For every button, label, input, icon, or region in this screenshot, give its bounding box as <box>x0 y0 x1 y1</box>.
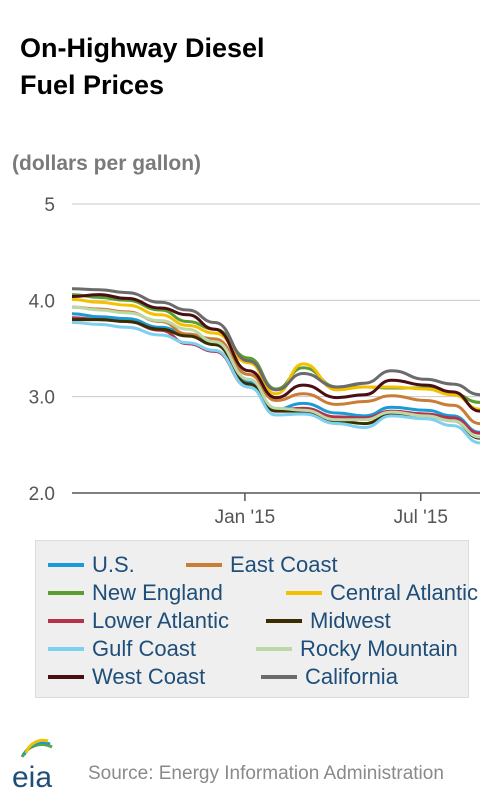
chart-title: On-Highway Diesel Fuel Prices <box>20 30 400 104</box>
x-tick-label: Jul '15 <box>394 507 448 528</box>
y-tick-label: 3.0 <box>29 388 55 409</box>
y-axis-unit-label: (dollars per gallon) <box>12 152 202 175</box>
legend-swatch <box>48 563 84 567</box>
y-tick-label: 5 <box>44 195 55 216</box>
line-chart: 5 4.0 3.0 2.0 Jan '15 Jul '15 <box>29 195 481 528</box>
axis-layer: 5 4.0 3.0 2.0 Jan '15 Jul '15 <box>29 195 448 528</box>
y-tick-label: 4.0 <box>29 291 55 312</box>
legend-item: East Coast <box>186 551 338 579</box>
legend-label: Lower Atlantic <box>92 608 229 633</box>
legend-swatch <box>266 619 302 623</box>
legend-swatch <box>286 591 322 595</box>
legend-item: Central Atlantic <box>286 579 478 607</box>
legend-item: U.S. <box>48 551 135 579</box>
legend-label: New England <box>92 580 223 605</box>
y-tick-label: 2.0 <box>29 484 55 505</box>
legend-label: Central Atlantic <box>330 580 478 605</box>
eia-logo-text: eia <box>12 761 52 794</box>
legend-item: Rocky Mountain <box>256 635 458 663</box>
legend-label: Midwest <box>310 608 391 633</box>
footer: eia Source: Energy Information Administr… <box>0 735 500 795</box>
series-line-rocky-mountain <box>71 305 481 439</box>
series-layer <box>71 287 481 445</box>
grid-layer <box>72 203 480 494</box>
legend-item: Midwest <box>266 607 391 635</box>
series-line-central-atlantic <box>71 297 481 411</box>
series-line-west-coast <box>71 293 481 413</box>
legend-swatch <box>48 619 84 623</box>
legend-label: U.S. <box>92 552 135 577</box>
chart-title-line2: Fuel Prices <box>20 70 165 100</box>
series-line-east-coast <box>71 305 481 426</box>
series-line-gulf-coast <box>71 321 481 445</box>
chart-title-line1: On-Highway Diesel <box>20 33 265 63</box>
legend-label: Gulf Coast <box>92 636 196 661</box>
x-tick-label: Jan '15 <box>215 507 276 528</box>
legend-item: New England <box>48 579 223 607</box>
legend-swatch <box>256 647 292 651</box>
legend-label: East Coast <box>230 552 338 577</box>
series-line-california <box>71 287 481 397</box>
legend-label: West Coast <box>92 664 206 689</box>
source-note: Source: Energy Information Administratio… <box>88 763 444 784</box>
legend-swatch <box>186 563 222 567</box>
legend-label: Rocky Mountain <box>300 636 458 661</box>
chart-legend: U.S. East Coast New England Central Atlanti… <box>35 540 478 698</box>
legend-item: Lower Atlantic <box>48 607 229 635</box>
legend-item: California <box>261 663 398 691</box>
legend-swatch <box>48 591 84 595</box>
legend-item: Gulf Coast <box>48 635 196 663</box>
legend-swatch <box>48 647 84 651</box>
legend-label: California <box>305 664 398 689</box>
legend-swatch <box>261 675 297 679</box>
series-line-new-england <box>71 293 481 404</box>
eia-logo-icon: eia <box>12 738 53 794</box>
legend-item: West Coast <box>48 663 205 691</box>
legend-swatch <box>48 675 84 679</box>
